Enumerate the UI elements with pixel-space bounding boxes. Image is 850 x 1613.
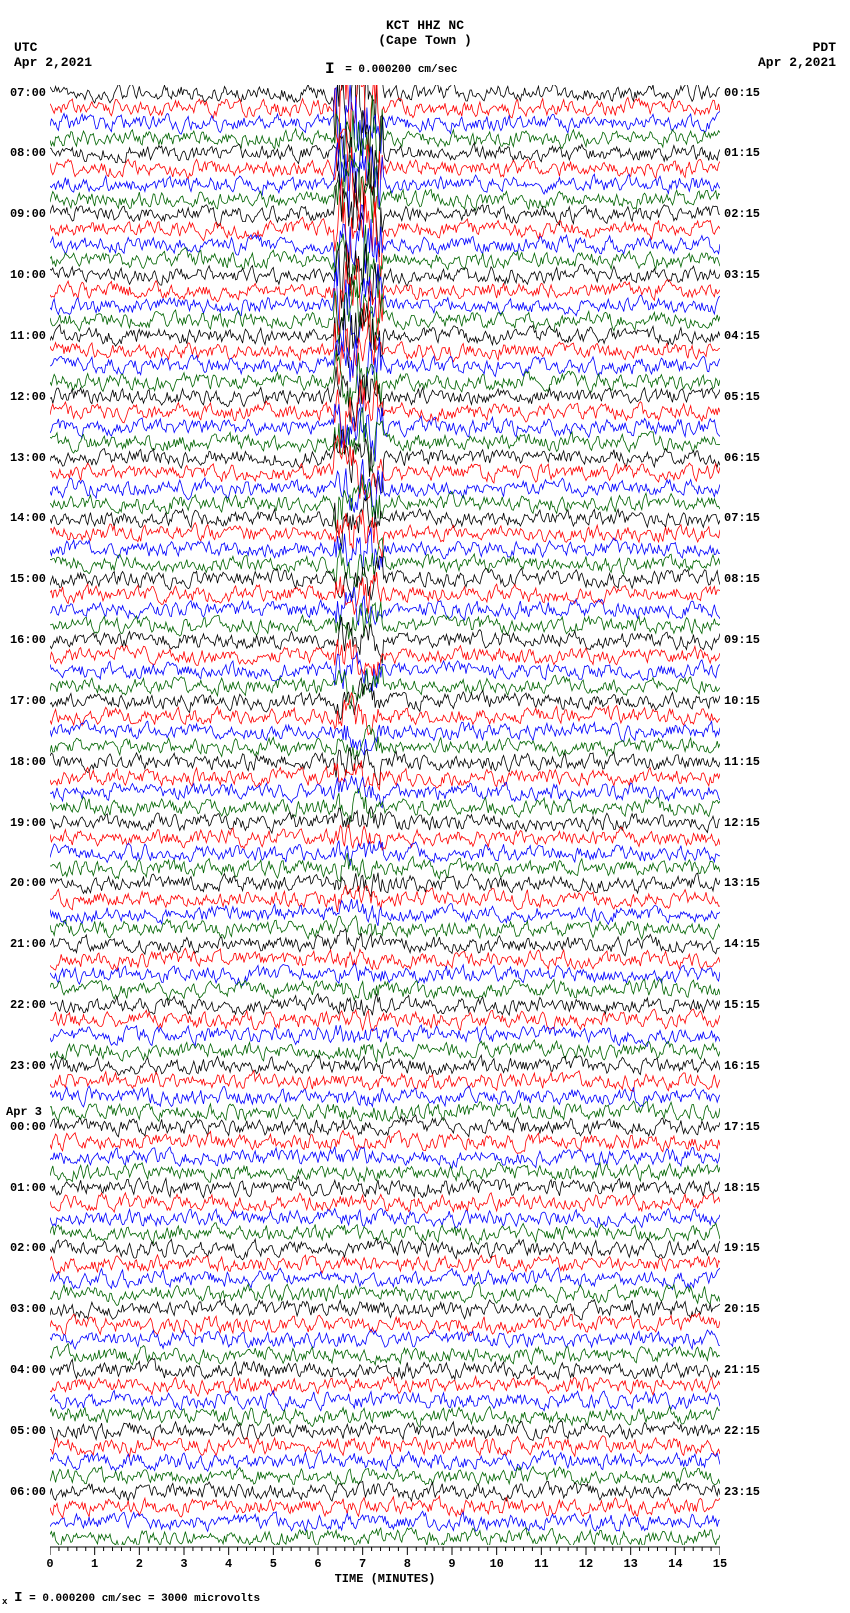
left-time-label: 15:00 [6, 572, 46, 586]
footer-scale-text: = 0.000200 cm/sec = 3000 microvolts [29, 1593, 260, 1605]
right-time-label: 22:15 [724, 1424, 769, 1438]
left-time-label: 14:00 [6, 511, 46, 525]
left-time-label: 13:00 [6, 451, 46, 465]
right-timezone: PDT Apr 2,2021 [758, 40, 836, 70]
right-time-label: 02:15 [724, 207, 769, 221]
x-axis: TIME (MINUTES) 0123456789101112131415 [50, 1548, 720, 1588]
tz-right-date: Apr 2,2021 [758, 55, 836, 70]
x-tick-label: 4 [225, 1557, 232, 1571]
right-time-label: 15:15 [724, 998, 769, 1012]
left-time-label: 04:00 [6, 1363, 46, 1377]
left-time-label: 10:00 [6, 268, 46, 282]
x-tick-label: 14 [668, 1557, 682, 1571]
tz-right-label: PDT [758, 40, 836, 55]
x-tick-label: 7 [359, 1557, 366, 1571]
helicorder-plot: KCT HHZ NC (Cape Town ) UTC Apr 2,2021 P… [0, 0, 850, 1613]
right-time-label: 23:15 [724, 1485, 769, 1499]
x-tick-label: 9 [448, 1557, 455, 1571]
left-time-label: 23:00 [6, 1059, 46, 1073]
left-time-label: 01:00 [6, 1181, 46, 1195]
left-time-label: 09:00 [6, 207, 46, 221]
right-time-label: 13:15 [724, 876, 769, 890]
x-tick-label: 13 [623, 1557, 637, 1571]
scale-bar-text: = 0.000200 cm/sec [345, 64, 457, 76]
x-tick-label: 0 [46, 1557, 53, 1571]
x-tick-label: 10 [489, 1557, 503, 1571]
left-time-label: 19:00 [6, 816, 46, 830]
right-time-label: 08:15 [724, 572, 769, 586]
right-time-label: 14:15 [724, 937, 769, 951]
left-time-label: 02:00 [6, 1241, 46, 1255]
right-time-label: 17:15 [724, 1120, 769, 1134]
x-tick-label: 2 [136, 1557, 143, 1571]
scale-bar-icon: I [325, 60, 335, 78]
right-time-label: 05:15 [724, 390, 769, 404]
left-time-label: 21:00 [6, 937, 46, 951]
x-tick-label: 1 [91, 1557, 98, 1571]
right-time-label: 01:15 [724, 146, 769, 160]
left-time-label: 18:00 [6, 755, 46, 769]
left-time-label: 20:00 [6, 876, 46, 890]
right-time-label: 06:15 [724, 451, 769, 465]
x-tick-label: 6 [314, 1557, 321, 1571]
right-time-label: 03:15 [724, 268, 769, 282]
right-time-label: 19:15 [724, 1241, 769, 1255]
x-tick-label: 3 [180, 1557, 187, 1571]
station-code: KCT HHZ NC [0, 18, 850, 33]
left-time-label: 08:00 [6, 146, 46, 160]
left-time-label: 17:00 [6, 694, 46, 708]
left-time-label: 07:00 [6, 86, 46, 100]
left-time-label: 22:00 [6, 998, 46, 1012]
left-time-label: 11:00 [6, 329, 46, 343]
right-time-label: 16:15 [724, 1059, 769, 1073]
left-time-label: 00:00 [6, 1120, 46, 1134]
left-timezone: UTC Apr 2,2021 [14, 40, 92, 70]
x-tick-label: 15 [713, 1557, 727, 1571]
footer-bar-icon: I [14, 1590, 22, 1606]
x-tick-label: 5 [270, 1557, 277, 1571]
right-time-label: 07:15 [724, 511, 769, 525]
x-tick-label: 12 [579, 1557, 593, 1571]
right-time-label: 09:15 [724, 633, 769, 647]
helicorder-canvas [50, 85, 720, 1545]
right-time-label: 21:15 [724, 1363, 769, 1377]
tz-left-label: UTC [14, 40, 92, 55]
footer-scale: x I = 0.000200 cm/sec = 3000 microvolts [2, 1590, 260, 1607]
right-time-label: 12:15 [724, 816, 769, 830]
right-time-label: 18:15 [724, 1181, 769, 1195]
scale-bar: I = 0.000200 cm/sec [325, 60, 457, 78]
left-day-label: Apr 3 [6, 1105, 51, 1119]
x-tick-label: 11 [534, 1557, 548, 1571]
right-time-label: 20:15 [724, 1302, 769, 1316]
plot-header: KCT HHZ NC (Cape Town ) [0, 0, 850, 48]
right-time-label: 10:15 [724, 694, 769, 708]
x-axis-title: TIME (MINUTES) [335, 1572, 436, 1586]
left-time-label: 12:00 [6, 390, 46, 404]
right-time-label: 04:15 [724, 329, 769, 343]
left-time-label: 16:00 [6, 633, 46, 647]
left-time-label: 03:00 [6, 1302, 46, 1316]
left-time-label: 05:00 [6, 1424, 46, 1438]
tz-left-date: Apr 2,2021 [14, 55, 92, 70]
x-tick-label: 8 [404, 1557, 411, 1571]
right-time-label: 00:15 [724, 86, 769, 100]
footer-sub-marker: x [2, 1596, 8, 1607]
right-time-label: 11:15 [724, 755, 769, 769]
station-location: (Cape Town ) [0, 33, 850, 48]
left-time-label: 06:00 [6, 1485, 46, 1499]
